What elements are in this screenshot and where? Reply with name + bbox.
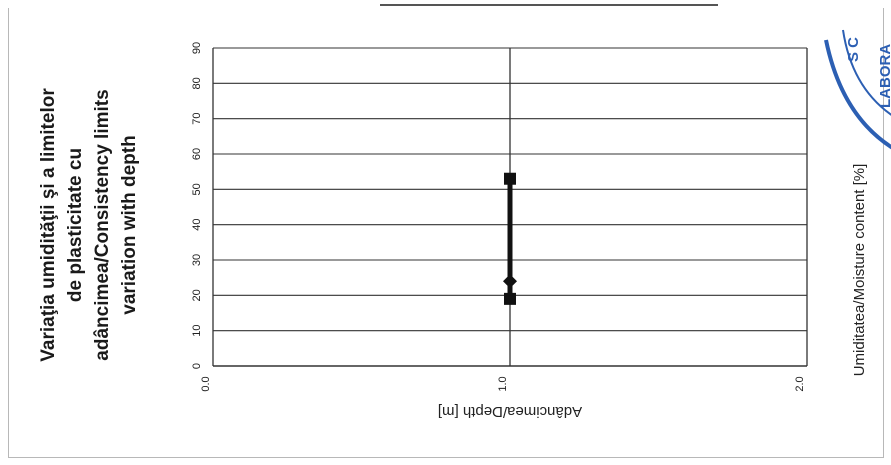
- stamp-text-1: S C: [845, 37, 862, 62]
- x-tick-label-0.0: 0.0: [200, 376, 212, 391]
- y-tick-label-40: 40: [191, 219, 203, 231]
- x-tick-label-2.0: 2.0: [794, 376, 806, 391]
- series-1-marker-0: [503, 274, 517, 289]
- y-tick-label-90: 90: [191, 42, 203, 54]
- y-tick-label-0: 0: [191, 363, 203, 369]
- y-tick-label-50: 50: [191, 183, 203, 195]
- y-tick-label-70: 70: [191, 113, 203, 125]
- stamp-arc: [824, 39, 891, 150]
- y-tick-label-20: 20: [191, 289, 203, 301]
- y-tick-label-60: 60: [191, 148, 203, 160]
- stamp-text-2: LABORA: [877, 44, 891, 108]
- tick-layer: 0 10 20 30 40 50 60 70 80 90 0.0 1.0 2.0: [191, 42, 806, 392]
- top-rule: [380, 4, 718, 6]
- stamp-arc-inner: [842, 29, 891, 116]
- y-tick-label-30: 30: [191, 254, 203, 266]
- lab-stamp: S C LABORA: [824, 29, 891, 150]
- series-0-marker-0: [504, 172, 516, 185]
- y-axis-label: Umiditatea/Moisture content [%]: [851, 164, 868, 377]
- x-tick-label-1.0: 1.0: [497, 376, 509, 391]
- grid-layer: [212, 47, 808, 367]
- series-layer: [503, 172, 517, 305]
- y-tick-label-10: 10: [191, 325, 203, 337]
- series-0-marker-1: [504, 292, 516, 305]
- y-tick-label-80: 80: [191, 77, 203, 89]
- chart-frame: [8, 8, 884, 458]
- x-axis-label: Adâncimea/Depth [m]: [438, 403, 582, 420]
